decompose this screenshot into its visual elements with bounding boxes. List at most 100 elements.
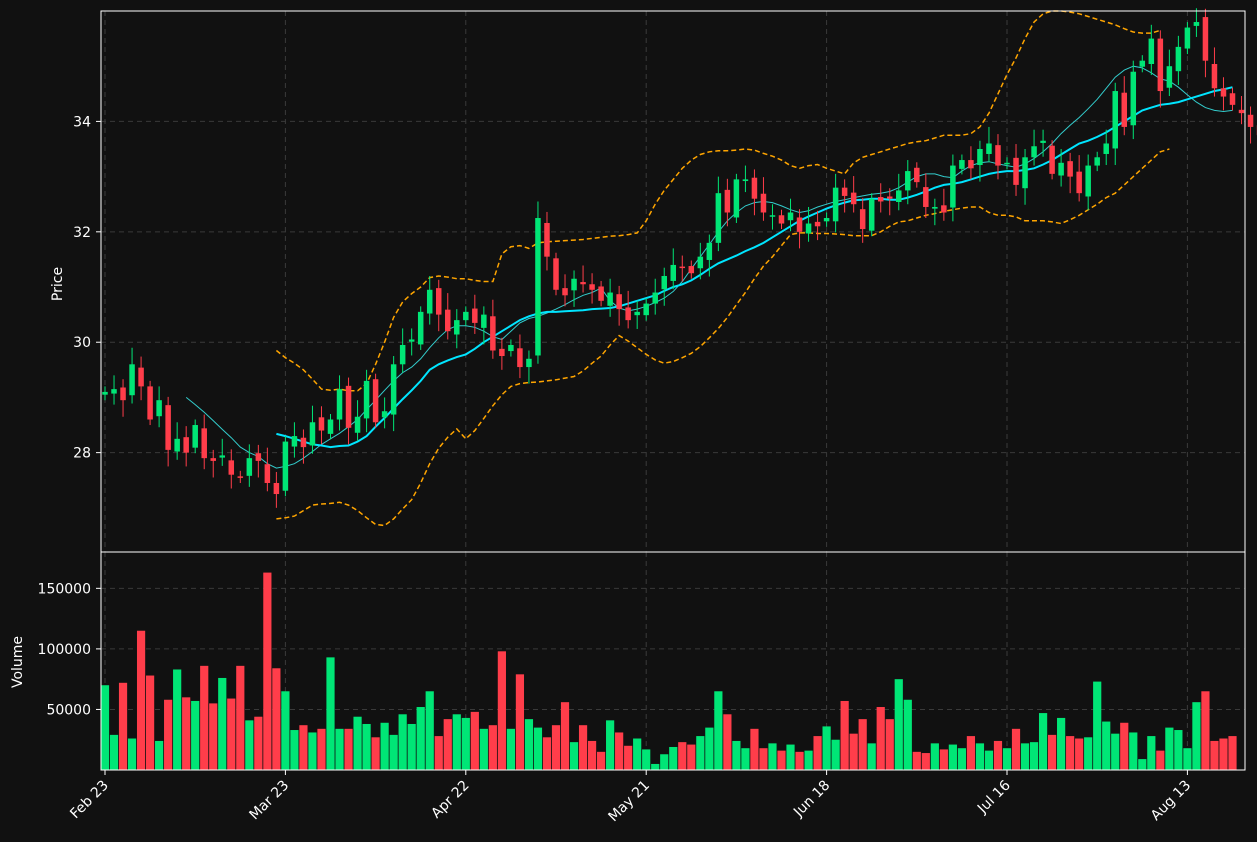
volume-bar	[651, 763, 660, 770]
candle	[1031, 129, 1037, 166]
candle	[868, 193, 875, 237]
candle-body	[832, 187, 839, 222]
candle	[1094, 151, 1100, 172]
candle	[147, 380, 153, 426]
volume-bar	[272, 668, 281, 770]
candle-body	[562, 288, 568, 296]
candle-body	[390, 364, 397, 415]
candle-body	[165, 405, 171, 450]
candle-body	[652, 292, 658, 304]
candle	[246, 444, 253, 487]
candle-body	[850, 192, 857, 205]
volume-bar	[353, 716, 362, 770]
volume-bar	[1120, 722, 1129, 770]
sma-slow-line	[276, 86, 1233, 449]
candle	[706, 234, 713, 277]
candle	[914, 162, 920, 188]
candle	[625, 290, 631, 329]
volume-bar	[443, 719, 452, 770]
candle	[1220, 77, 1227, 111]
volume-bar	[227, 698, 236, 770]
volume-y-ticks: 50000 100000 150000	[38, 581, 101, 718]
candle-body	[823, 218, 830, 222]
volume-bar	[1138, 759, 1147, 770]
candle	[291, 422, 298, 458]
candle-body	[417, 311, 424, 345]
volume-bar	[822, 726, 831, 770]
volume-bar	[1002, 748, 1012, 770]
candle-body	[688, 266, 695, 274]
candle-body	[896, 190, 902, 203]
volume-bar	[164, 699, 173, 770]
candle	[715, 176, 722, 252]
volume-bar	[136, 630, 146, 770]
candle-body	[210, 458, 216, 461]
volume-bar	[921, 753, 930, 770]
candle	[941, 188, 947, 221]
candle-body	[950, 165, 956, 208]
candle	[571, 270, 577, 307]
candle	[174, 422, 180, 460]
candle	[129, 347, 135, 404]
candle	[1067, 152, 1073, 194]
candle	[1040, 129, 1046, 157]
candle	[1157, 30, 1164, 108]
volume-bar	[1228, 736, 1237, 770]
volume-bar	[660, 754, 669, 770]
candle	[1229, 87, 1236, 111]
candle	[823, 212, 830, 227]
candle-body	[841, 187, 848, 196]
candle	[111, 375, 117, 405]
volume-bar	[633, 738, 642, 770]
volume-bar	[560, 702, 570, 770]
candle	[345, 377, 352, 445]
volume-bar	[1075, 738, 1084, 770]
candle	[886, 188, 893, 216]
candle	[923, 173, 929, 219]
volume-axis-title: Volume	[10, 636, 26, 688]
volume-bar	[335, 728, 344, 770]
candle	[1103, 129, 1109, 166]
candle	[1013, 144, 1019, 196]
price-tick-label: 30	[73, 335, 91, 351]
candle	[986, 126, 992, 163]
candle	[1202, 8, 1209, 78]
price-tick-label: 32	[73, 225, 91, 241]
volume-bar	[452, 714, 461, 770]
candle-body	[147, 386, 153, 420]
candle	[643, 298, 649, 321]
candle	[796, 209, 803, 249]
candle-body	[1157, 38, 1164, 92]
candle-body	[778, 215, 785, 224]
candle	[363, 369, 370, 433]
volume-bar	[1020, 743, 1030, 770]
candle	[1085, 154, 1091, 211]
candle	[724, 178, 731, 227]
candle-body	[327, 419, 334, 434]
volume-bar	[993, 740, 1003, 770]
volume-bar	[326, 657, 335, 770]
candle-body	[1193, 22, 1200, 26]
volume-bar	[867, 743, 876, 770]
candle	[1004, 157, 1010, 170]
candle-body	[769, 215, 776, 217]
volume-bar	[461, 717, 470, 770]
candle-body	[923, 187, 929, 207]
candle-body	[697, 256, 704, 269]
price-y-ticks: 28 30 32 34	[73, 114, 101, 462]
volume-bar	[182, 697, 191, 770]
volume-bar	[876, 707, 885, 770]
candle-body	[670, 264, 677, 281]
volume-bar	[533, 727, 543, 770]
candle-body	[535, 218, 541, 356]
candle	[950, 154, 956, 222]
volume-bar	[957, 748, 966, 770]
candle-body	[661, 275, 667, 290]
candle-body	[598, 286, 604, 301]
volume-bar	[434, 736, 443, 770]
candle-body	[1229, 93, 1236, 105]
candle-body	[354, 416, 361, 433]
volume-bar	[317, 728, 326, 770]
candle-body	[724, 189, 731, 213]
candle-body	[273, 482, 280, 495]
